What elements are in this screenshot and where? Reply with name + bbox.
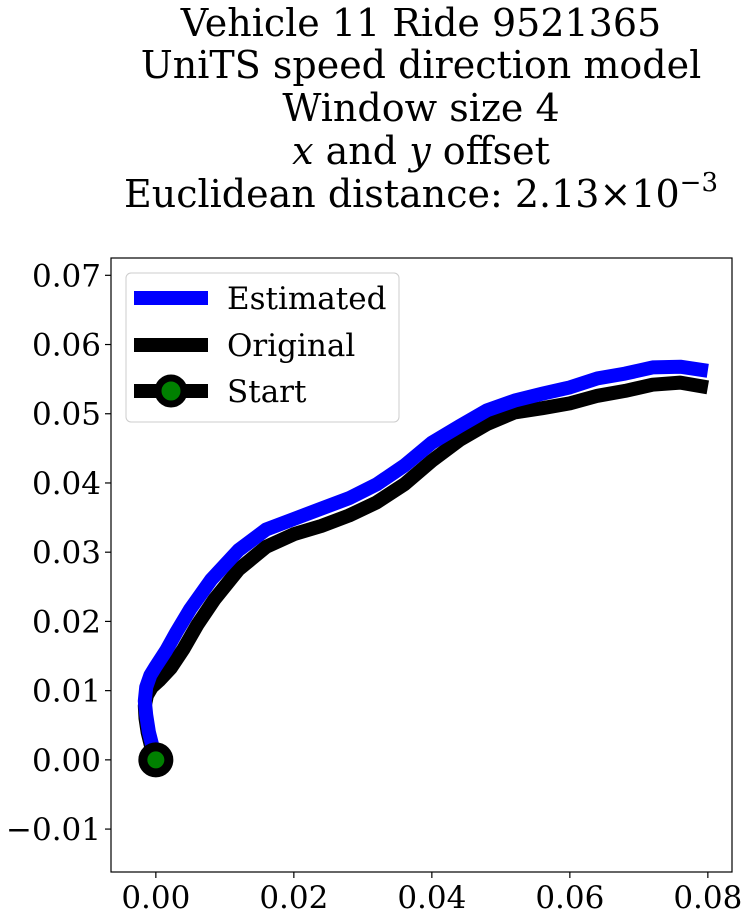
x-tick-label: 0.02	[259, 880, 328, 916]
x-tick-label: 0.08	[673, 880, 742, 916]
y-tick-label: 0.02	[32, 604, 101, 640]
legend-label-estimated: Estimated	[227, 281, 386, 317]
y-tick-label: 0.03	[32, 535, 101, 571]
title-distance-prefix: Euclidean distance:	[124, 172, 515, 216]
title-distance-exponent: −3	[680, 168, 718, 198]
legend: Estimated Original Start	[125, 272, 400, 423]
title-distance-mantissa: 2.13	[515, 172, 600, 216]
series-line-estimated	[137, 359, 709, 762]
series-layer	[137, 359, 710, 778]
title-x-var: x	[292, 129, 313, 173]
start-marker	[138, 742, 174, 778]
y-axis: −0.01 0.00 0.01 0.02 0.03 0.04 0.05 0.06 0.07	[6, 258, 111, 848]
plot-area: 0.00 0.02 0.04 0.06 0.08 −0.010.000.010.020.…	[6, 257, 742, 916]
title-distance-base: 10	[631, 172, 679, 216]
title-y-var: y	[407, 129, 431, 173]
title-line-3: Window size 4	[282, 86, 559, 130]
y-tick-label: 0.05	[32, 397, 101, 433]
y-tick-label: 0.00	[32, 743, 101, 779]
title-line-4: x and y offset	[292, 129, 550, 173]
x-axis: 0.00 0.02 0.04 0.06 0.08	[121, 872, 742, 916]
y-tick-label: 0.06	[32, 328, 101, 364]
chart-title: Vehicle 11 Ride 9521365 UniTS speed dire…	[124, 1, 718, 216]
legend-swatch-start-marker	[154, 374, 188, 408]
title-line-1: Vehicle 11 Ride 9521365	[180, 1, 661, 45]
title-distance-times: ×	[599, 172, 631, 216]
legend-label-original: Original	[227, 328, 355, 364]
title-and: and	[314, 129, 410, 173]
y-tick-label: 0.07	[32, 258, 101, 294]
title-offset-word: offset	[431, 129, 550, 173]
title-line-5: Euclidean distance: 2.13×10−3	[124, 168, 718, 216]
legend-label-start: Start	[227, 374, 307, 410]
plot-frame	[110, 257, 733, 873]
y-tick-label: 0.01	[32, 674, 101, 710]
title-line-2: UniTS speed direction model	[141, 43, 701, 87]
y-tick-label: −0.01	[6, 812, 101, 848]
x-tick-label: 0.04	[397, 880, 466, 916]
y-tick-label: 0.04	[32, 466, 101, 502]
x-tick-label: 0.00	[121, 880, 190, 916]
x-tick-label: 0.06	[535, 880, 604, 916]
